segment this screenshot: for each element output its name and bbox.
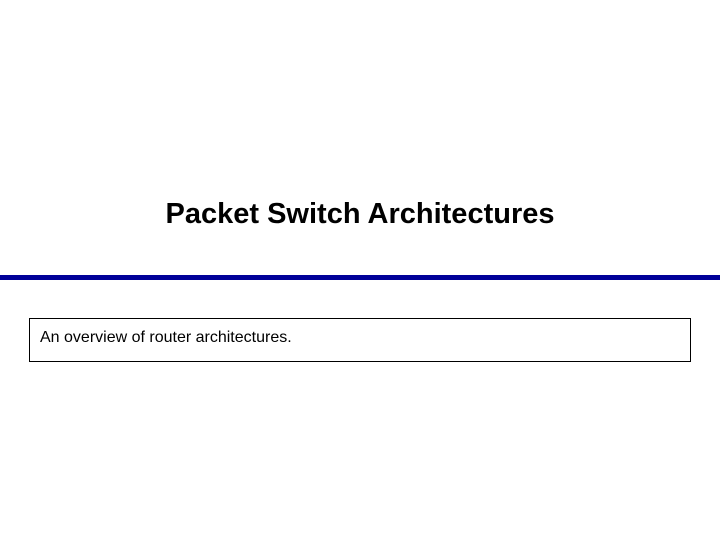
- slide-subtitle: An overview of router architectures.: [40, 329, 680, 347]
- slide-title: Packet Switch Architectures: [0, 198, 720, 231]
- subtitle-box: An overview of router architectures.: [29, 318, 691, 362]
- slide-container: Packet Switch Architectures An overview …: [0, 0, 720, 540]
- horizontal-divider: [0, 275, 720, 280]
